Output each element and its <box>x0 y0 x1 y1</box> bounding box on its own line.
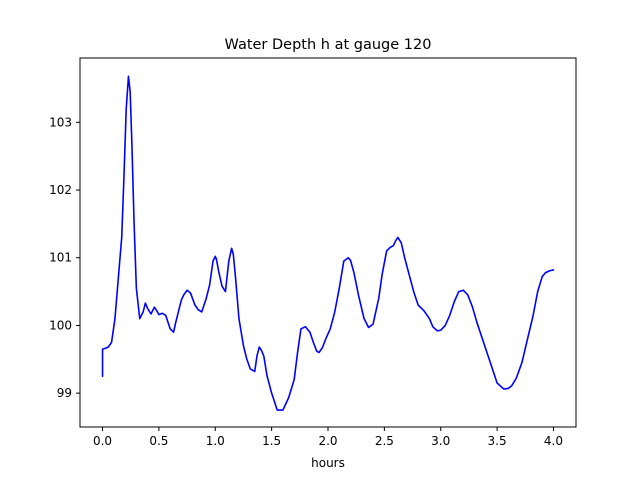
y-tick-label: 100 <box>49 318 72 332</box>
y-tick-label: 101 <box>49 251 72 265</box>
axes: 0.0 0.5 1.0 1.5 2.0 2.5 3.0 3.5 4.0 99 100 101 102 10… <box>49 57 577 448</box>
x-tick-label: 2.5 <box>375 434 394 448</box>
x-tick-label: 1.0 <box>206 434 225 448</box>
plot-area <box>101 75 555 411</box>
series-line-0 <box>101 75 555 411</box>
x-axis-label: hours <box>311 456 345 470</box>
x-tick-label: 0.0 <box>93 434 112 448</box>
x-tick-label: 1.5 <box>262 434 281 448</box>
chart-title: Water Depth h at gauge 120 <box>225 37 432 53</box>
x-tick-label: 2.0 <box>318 434 337 448</box>
y-tick-label: 103 <box>49 115 72 129</box>
y-tick-label: 99 <box>57 386 72 400</box>
x-tick-label: 3.0 <box>431 434 450 448</box>
x-tick-label: 3.5 <box>488 434 507 448</box>
x-tick-label: 4.0 <box>544 434 563 448</box>
x-tick-label: 0.5 <box>149 434 168 448</box>
y-tick-label: 102 <box>49 183 72 197</box>
